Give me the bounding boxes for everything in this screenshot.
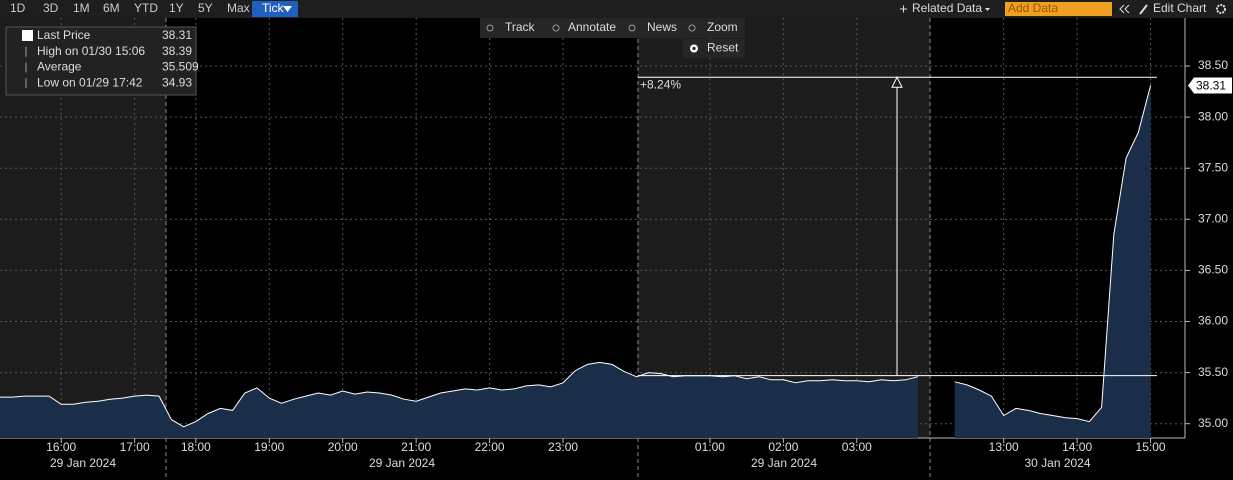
tool-icon <box>552 24 560 32</box>
range-button[interactable]: Tick <box>262 1 285 15</box>
measure-label: +8.24% <box>640 77 681 91</box>
x-tick-label: 19:00 <box>254 440 284 454</box>
last-price-value: 38.31 <box>1196 79 1226 93</box>
range-button[interactable]: 6M <box>103 1 120 15</box>
edit-chart-button[interactable]: Edit Chart <box>1153 1 1207 15</box>
collapse-icon[interactable] <box>1119 4 1130 14</box>
y-tick-label: 37.50 <box>1198 160 1228 174</box>
range-button[interactable]: 1Y <box>169 1 184 15</box>
tool-icon <box>628 24 636 32</box>
x-tick-label: 13:00 <box>989 440 1019 454</box>
reset-button[interactable]: Reset <box>707 41 739 55</box>
price-line <box>0 85 1152 428</box>
x-tick-label: 01:00 <box>695 440 725 454</box>
legend-value: 38.39 <box>162 44 192 58</box>
range-button-active[interactable] <box>252 1 298 17</box>
x-tick-label: 16:00 <box>46 440 76 454</box>
y-tick-label: 37.00 <box>1198 211 1228 225</box>
legend-label: High on 01/30 15:06 <box>37 44 145 58</box>
x-tick-label: 23:00 <box>548 440 578 454</box>
legend-value: 34.93 <box>162 75 192 89</box>
x-tick-label: 18:00 <box>181 440 211 454</box>
x-tick-label: 20:00 <box>328 440 358 454</box>
y-tick-label: 36.00 <box>1198 314 1228 328</box>
chart-tools-bar <box>480 18 745 38</box>
range-button[interactable]: 1D <box>10 1 26 15</box>
reset-icon-inner <box>692 46 696 51</box>
plus-icon <box>900 5 907 13</box>
range-button[interactable]: 5Y <box>198 1 213 15</box>
x-tick-label: 15:00 <box>1136 440 1166 454</box>
legend-box <box>5 26 197 96</box>
tool-icon <box>688 24 696 32</box>
legend-label: Low on 01/29 17:42 <box>37 75 143 89</box>
y-tick-label: 35.00 <box>1198 416 1228 430</box>
legend-label: Average <box>37 60 82 74</box>
chart: 29 Jan 2024 29 Jan 2024 29 Jan 2024 30 Jan … <box>0 18 1232 480</box>
tool-button[interactable]: Annotate <box>568 20 616 34</box>
dropdown-icon <box>283 6 292 12</box>
x-tick-label: 22:00 <box>475 440 505 454</box>
add-data-placeholder[interactable]: Add Data <box>1008 1 1058 15</box>
pencil-icon <box>1139 4 1148 15</box>
x-tick-label: 02:00 <box>768 440 798 454</box>
legend-label: Last Price <box>37 28 91 42</box>
dropdown-icon <box>985 8 990 11</box>
toolbar <box>0 0 1233 18</box>
tool-button[interactable]: Zoom <box>707 20 738 34</box>
x-tick-label: 14:00 <box>1062 440 1092 454</box>
y-tick-label: 36.50 <box>1198 263 1228 277</box>
x-group-label: 29 Jan 2024 <box>50 456 116 470</box>
area-fill <box>0 85 1151 439</box>
related-data-button[interactable]: Related Data <box>912 1 982 15</box>
tool-icon <box>486 24 494 32</box>
legend-swatch <box>22 30 33 41</box>
tool-button[interactable]: News <box>647 20 677 34</box>
x-group-label: 29 Jan 2024 <box>369 456 435 470</box>
tool-button[interactable]: Track <box>505 20 536 34</box>
add-data-input[interactable] <box>1005 2 1112 16</box>
range-button[interactable]: 1M <box>73 1 90 15</box>
y-tick-label: 35.50 <box>1198 365 1228 379</box>
legend-value: 38.31 <box>162 28 192 42</box>
y-tick-label: 38.00 <box>1198 109 1228 123</box>
x-tick-label: 03:00 <box>842 440 872 454</box>
reset-button-bg[interactable] <box>683 39 745 58</box>
ui: Last Price 38.31 High on 01/30 15:06 38.39 A… <box>5 1 1226 96</box>
last-price-tag <box>1188 77 1232 94</box>
legend-value: 35.509 <box>162 60 199 74</box>
x-group-label: 30 Jan 2024 <box>1024 456 1090 470</box>
range-button[interactable]: 3D <box>43 1 59 15</box>
range-button[interactable]: YTD <box>134 1 158 15</box>
x-group-label: 29 Jan 2024 <box>751 456 817 470</box>
x-tick-label: 17:00 <box>120 440 150 454</box>
measure-arrowhead <box>891 76 903 88</box>
settings-icon[interactable] <box>1216 4 1226 14</box>
range-button[interactable]: Max <box>227 1 250 15</box>
y-tick-label: 38.50 <box>1198 58 1228 72</box>
x-tick-label: 21:00 <box>401 440 431 454</box>
session-shade <box>638 18 930 438</box>
